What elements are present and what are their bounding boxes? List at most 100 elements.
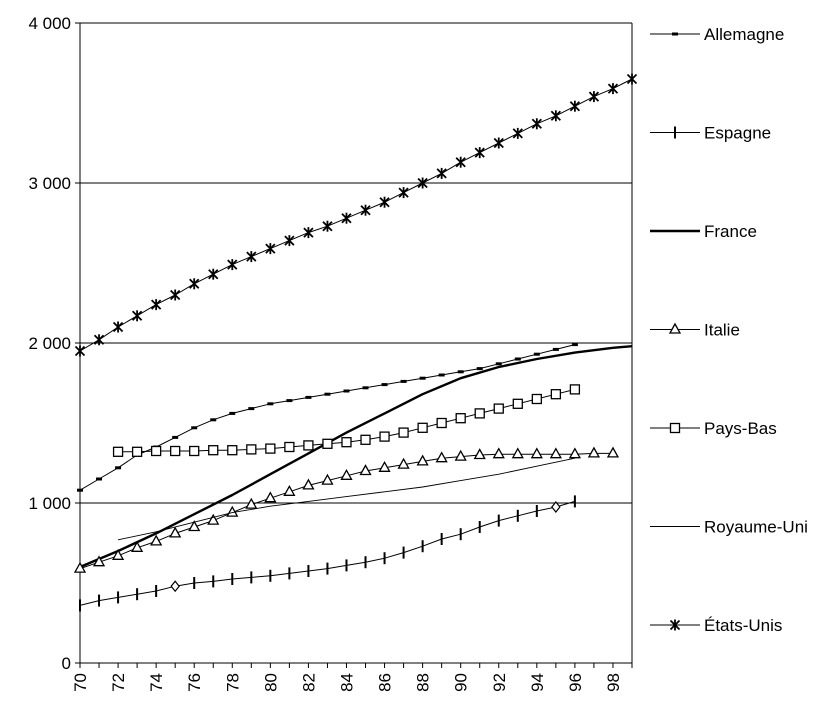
marker-square (669, 422, 681, 434)
marker-asterisk (531, 118, 542, 130)
marker-triangle (226, 505, 239, 517)
legend-item-france: France (650, 222, 757, 241)
marker-triangle (378, 460, 391, 472)
marker-square (379, 431, 390, 442)
marker-asterisk (131, 310, 143, 322)
marker-asterisk (669, 619, 681, 631)
y-tick-label: 0 (62, 654, 71, 673)
marker-square (341, 437, 352, 448)
marker-triangle (321, 473, 334, 485)
marker-square (170, 445, 181, 457)
marker-asterisk (455, 156, 466, 168)
marker-diamond (551, 501, 561, 513)
series-pays-bas (112, 384, 581, 457)
marker-square (436, 417, 447, 429)
x-tick-label: 76 (185, 673, 204, 692)
marker-triangle (454, 449, 467, 461)
axes: 0 1 000 2 000 3 000 4 000 70 72 74 76 78 80 82 84 86 8… (28, 14, 633, 692)
series-line (79, 345, 633, 569)
marker-triangle (359, 464, 372, 476)
marker-asterisk (379, 196, 390, 208)
legend-item-italie: Italie (650, 321, 740, 340)
marker-asterisk (360, 204, 371, 216)
marker-square (550, 389, 562, 400)
x-tick-label: 70 (71, 673, 90, 692)
marker-triangle (73, 561, 87, 573)
marker-triangle (340, 468, 353, 480)
x-tick-label: 82 (299, 673, 318, 692)
marker-triangle (511, 447, 524, 459)
marker-triangle (416, 454, 429, 466)
legend-label: États-Unis (704, 616, 782, 635)
marker-asterisk (208, 268, 219, 280)
x-tick-label: 88 (414, 673, 433, 692)
marker-triangle (435, 451, 448, 463)
marker-square (512, 398, 523, 409)
marker-square (322, 438, 333, 449)
legend-item-etats-unis: États-Unis (650, 616, 782, 635)
marker-triangle (188, 520, 201, 532)
series-line (79, 500, 576, 606)
x-tick-label: 86 (376, 673, 395, 692)
marker-diamond (170, 580, 180, 593)
x-tick-label: 74 (147, 673, 166, 692)
y-tick-label: 4 000 (28, 14, 71, 33)
marker-triangle (111, 548, 125, 560)
legend-item-pays-bas: Pays-Bas (650, 419, 777, 438)
marker-square (531, 393, 542, 405)
marker-square (265, 443, 276, 454)
marker-square (398, 427, 409, 438)
marker-triangle (302, 478, 315, 490)
marker-asterisk (227, 259, 238, 271)
marker-triangle (207, 513, 220, 525)
marker-asterisk (170, 289, 181, 301)
x-tick-label: 98 (604, 673, 623, 692)
legend-item-royaume-uni: Royaume-Uni (650, 518, 808, 537)
x-tick-label: 80 (261, 673, 280, 692)
series-line (118, 457, 575, 541)
marker-asterisk (436, 167, 447, 179)
marker-square (246, 444, 257, 455)
legend-label: France (704, 222, 757, 241)
marker-asterisk (74, 345, 86, 357)
marker-asterisk (512, 127, 523, 139)
marker-asterisk (607, 83, 619, 95)
marker-triangle (397, 457, 410, 469)
marker-asterisk (93, 334, 105, 346)
marker-asterisk (569, 100, 581, 112)
marker-triangle (150, 534, 163, 546)
marker-square (208, 445, 219, 456)
marker-square (569, 384, 581, 395)
marker-square (455, 413, 466, 424)
marker-square (303, 440, 314, 451)
marker-asterisk (417, 177, 428, 189)
marker-triangle (283, 484, 296, 496)
marker-triangle (668, 322, 682, 334)
marker-asterisk (550, 110, 561, 122)
series-royaume-uni (118, 457, 575, 541)
marker-triangle (606, 446, 620, 458)
marker-square (112, 446, 124, 457)
marker-asterisk (588, 91, 600, 103)
legend-item-espagne: Espagne (650, 124, 771, 143)
y-tick-label: 1 000 (28, 494, 71, 513)
marker-asterisk (341, 212, 352, 224)
legend-label: Allemagne (704, 25, 784, 44)
marker-asterisk (474, 147, 485, 159)
marker-triangle (587, 446, 601, 458)
marker-square (360, 434, 371, 445)
series-line (79, 78, 633, 352)
marker-square (284, 441, 295, 453)
x-tick-label: 90 (452, 673, 471, 692)
marker-asterisk (189, 278, 200, 290)
marker-asterisk (626, 73, 638, 85)
legend: Allemagne Espagne France Italie Pays-Bas Roya… (650, 25, 808, 635)
legend-label: Espagne (704, 124, 771, 143)
x-tick-label: 78 (223, 673, 242, 692)
marker-square (227, 445, 238, 456)
marker-asterisk (265, 243, 276, 255)
marker-asterisk (151, 299, 162, 311)
marker-square (474, 408, 485, 419)
series-espagne (79, 495, 576, 612)
